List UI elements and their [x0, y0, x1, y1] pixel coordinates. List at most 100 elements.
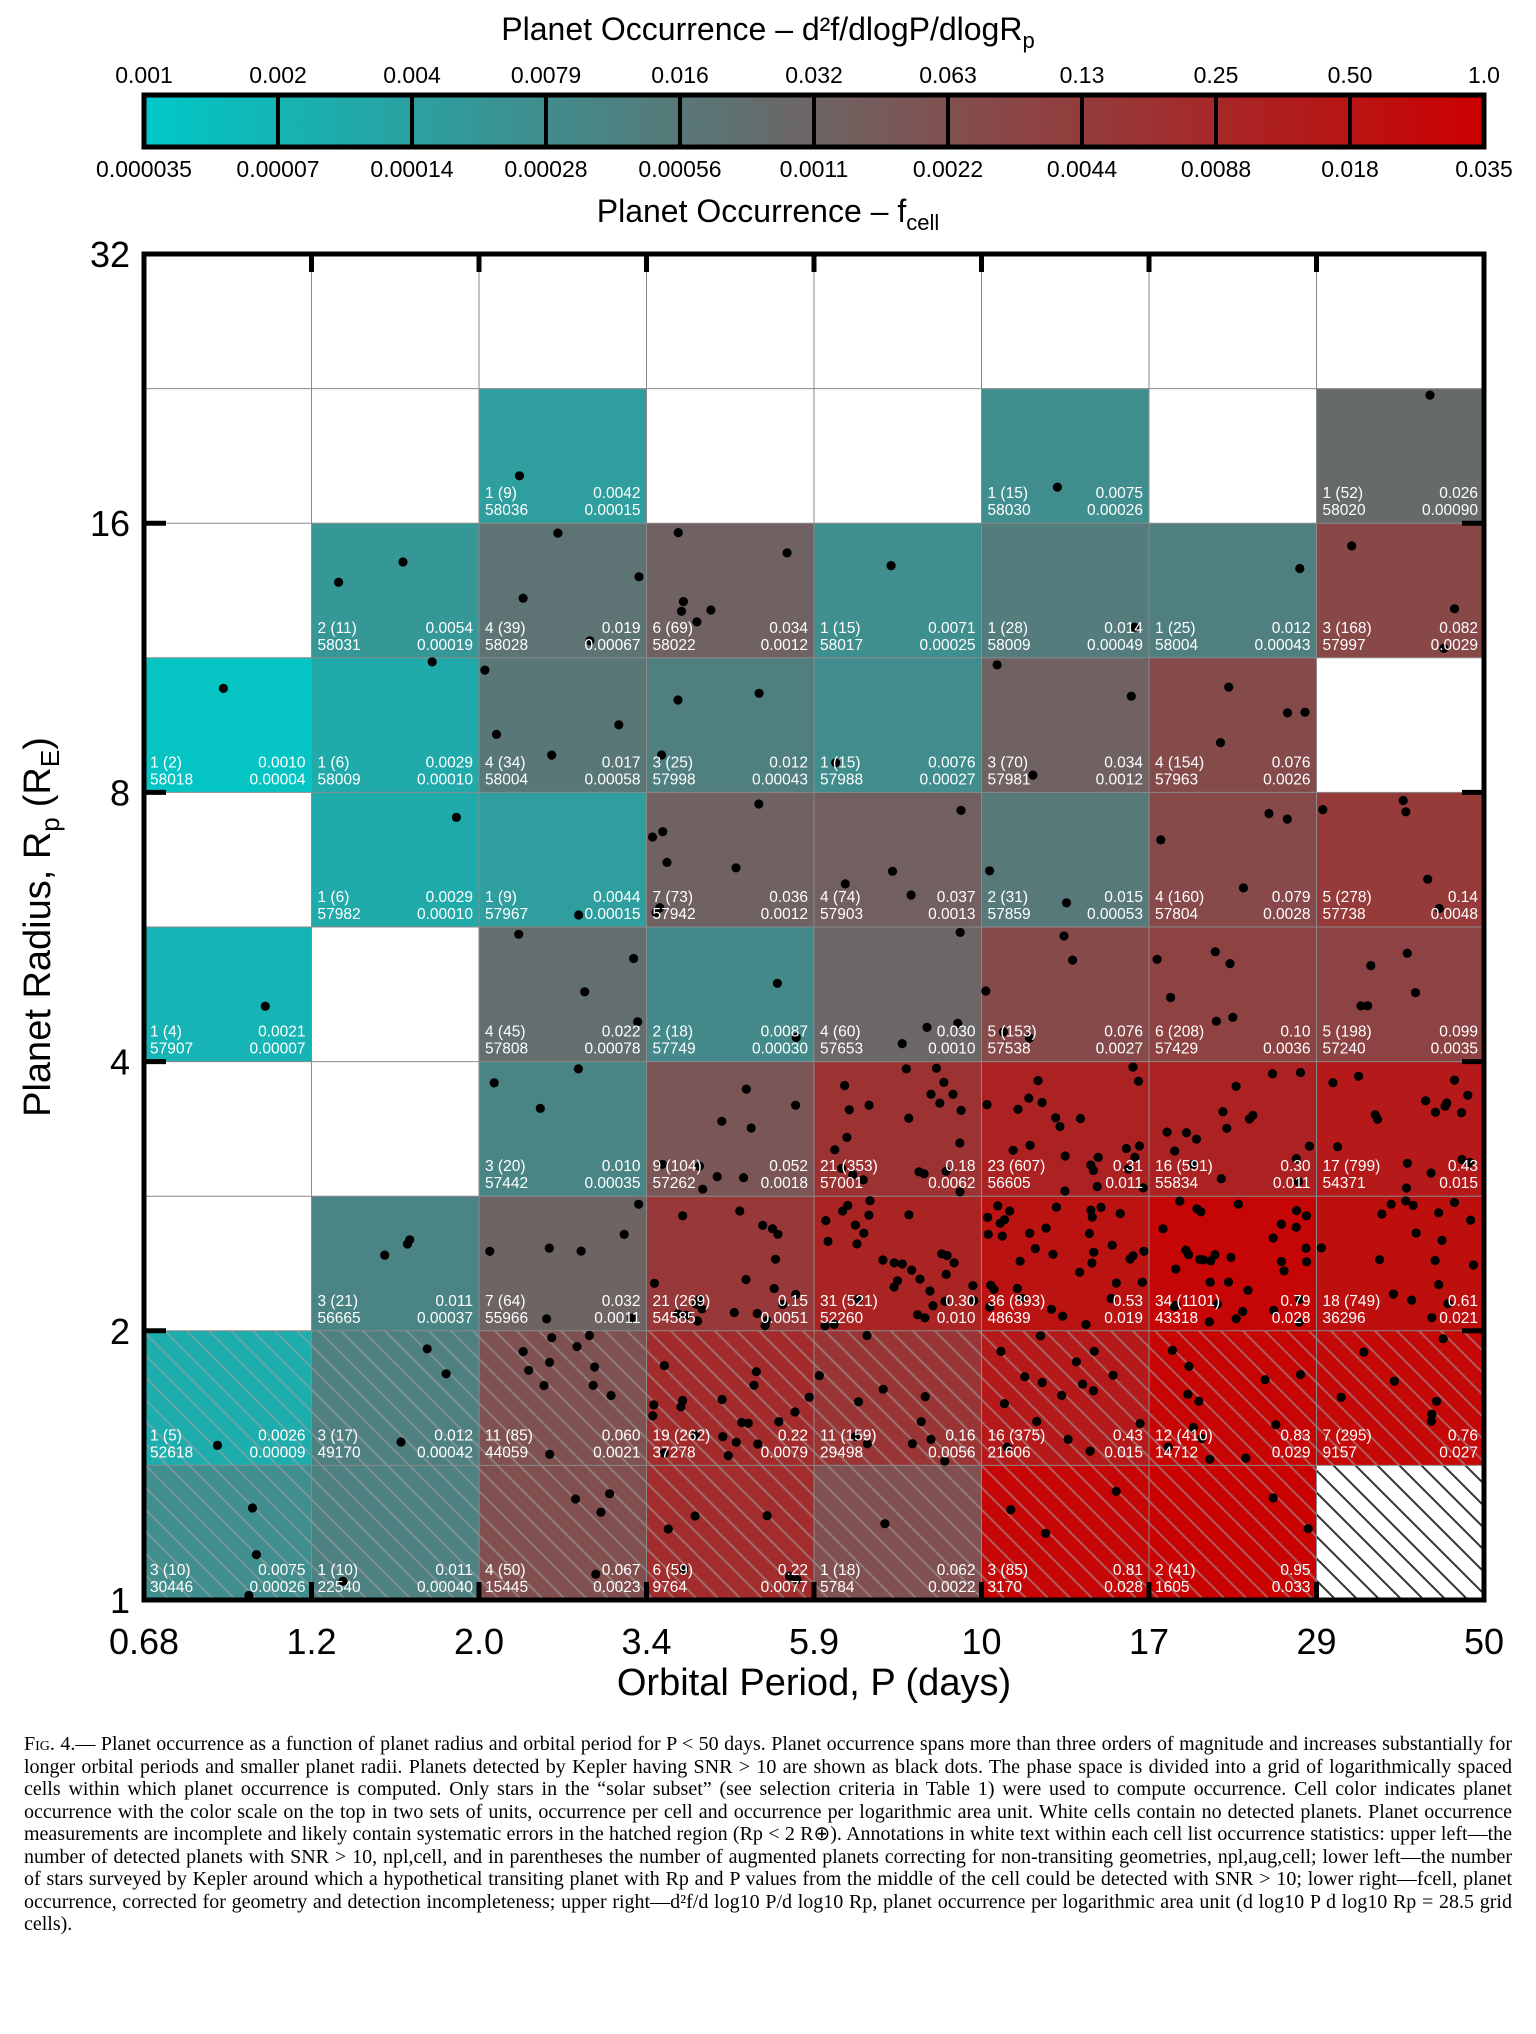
cell-star-count: 54585: [653, 1310, 696, 1327]
cell-occurrence-log: 0.082: [1439, 620, 1478, 637]
heatmap-cell: [1149, 523, 1317, 658]
planet-dot: [1085, 1446, 1095, 1456]
cell-occurrence-log: 0.076: [1272, 754, 1311, 771]
planet-dot: [1224, 682, 1234, 692]
planet-dot: [1359, 1347, 1369, 1357]
cell-fcell: 0.0048: [1431, 906, 1478, 923]
planet-dot: [1434, 1280, 1444, 1290]
cell-occurrence-log: 0.014: [1104, 620, 1143, 637]
planet-dot: [864, 1210, 874, 1220]
planet-dot: [1041, 1528, 1051, 1538]
planet-dot: [1171, 1300, 1181, 1310]
cell-occurrence-log: 0.15: [778, 1293, 808, 1310]
planet-dot: [647, 832, 658, 842]
cell-planet-count: 4 (74): [820, 889, 861, 906]
planet-dot: [1020, 1372, 1030, 1382]
planet-dot: [1052, 482, 1062, 492]
colorbar-top-tick-label: 1.0: [1468, 62, 1500, 88]
planet-dot: [547, 750, 557, 760]
planet-dot: [1108, 1370, 1118, 1380]
planet-dot: [1137, 1277, 1147, 1287]
planet-dot: [514, 471, 525, 481]
planet-dot: [1191, 1134, 1202, 1144]
planet-dot: [859, 1228, 869, 1238]
planet-dot: [1228, 1012, 1238, 1023]
planet-dot: [1078, 1379, 1088, 1389]
planet-dot: [985, 1302, 995, 1312]
planet-dot: [1210, 1250, 1220, 1260]
planet-dot: [1402, 1158, 1412, 1168]
planet-dot: [1059, 931, 1069, 941]
planet-dot: [1222, 1123, 1232, 1133]
planet-dot: [1048, 1249, 1058, 1259]
planet-dot: [427, 657, 437, 667]
figure-caption: Fig. 4.— Planet occurrence as a function…: [24, 1733, 1512, 1936]
planet-dot: [1233, 1199, 1243, 1209]
cell-occurrence-log: 0.015: [1104, 889, 1143, 906]
heatmap-cell: [479, 792, 647, 927]
cell-star-count: 22540: [318, 1579, 361, 1596]
planet-dot: [925, 1286, 935, 1296]
planet-dot: [1089, 1346, 1099, 1356]
planet-dot: [694, 1161, 705, 1171]
cell-occurrence-log: 0.14: [1448, 889, 1479, 906]
planet-dot: [1028, 770, 1038, 780]
planet-dot: [940, 1296, 950, 1306]
cell-occurrence-log: 0.012: [434, 1427, 473, 1444]
cell-planet-count: 5 (278): [1323, 889, 1372, 906]
cell-fcell: 0.0012: [1096, 771, 1143, 788]
cell-occurrence-log: 0.0076: [928, 754, 975, 771]
cell-occurrence-log: 0.0029: [426, 754, 473, 771]
planet-dot: [1123, 1164, 1133, 1174]
cell-occurrence-log: 0.0026: [258, 1427, 305, 1444]
hatch-overlay: [1149, 1330, 1317, 1466]
x-tick-label: 3.4: [621, 1621, 671, 1662]
cell-fcell: 0.0051: [761, 1310, 808, 1327]
planet-dot: [1087, 1258, 1097, 1268]
planet-dot: [1181, 1245, 1191, 1255]
planet-dot: [1402, 948, 1412, 958]
planet-dot: [889, 1282, 899, 1292]
planet-dot: [1084, 1228, 1094, 1239]
planet-dot: [754, 799, 764, 809]
planet-dot: [1181, 1128, 1192, 1138]
colorbar-bottom-tick-label: 0.00014: [370, 156, 453, 182]
colorbar-bottom-tick-label: 0.035: [1455, 156, 1513, 182]
cell-planet-count: 11 (159): [820, 1427, 877, 1444]
planet-dot: [791, 1100, 801, 1110]
planet-dot: [1156, 835, 1166, 845]
cell-planet-count: 4 (154): [1155, 754, 1204, 771]
cell-fcell: 0.00067: [584, 637, 640, 654]
cell-planet-count: 4 (34): [485, 754, 526, 771]
planet-dot: [1057, 1390, 1067, 1400]
cell-fcell: 0.00007: [249, 1041, 305, 1058]
planet-dot: [1194, 1396, 1204, 1406]
planet-dot: [518, 593, 528, 603]
colorbar-bottom-ticks: 0.000035 0.00007 0.00014 0.00028 0.00056 0.00…: [96, 156, 1513, 182]
cell-star-count: 57442: [485, 1175, 528, 1192]
planet-dot: [956, 805, 966, 816]
cell-occurrence-log: 0.18: [945, 1158, 975, 1175]
colorbar-bottom-tick-label: 0.00007: [236, 156, 319, 182]
cell-fcell: 0.021: [1439, 1310, 1478, 1327]
cell-star-count: 57907: [150, 1041, 193, 1058]
cell-star-count: 58009: [988, 637, 1031, 654]
planet-dot: [754, 688, 764, 698]
planet-dot: [1107, 1240, 1117, 1250]
cell-planet-count: 6 (208): [1155, 1024, 1204, 1041]
planet-dot: [1449, 604, 1460, 614]
cell-star-count: 49170: [318, 1444, 361, 1461]
planet-dot: [999, 1399, 1010, 1409]
cell-fcell: 0.00019: [417, 637, 473, 654]
planet-dot: [758, 1220, 768, 1230]
grid-lines: [144, 254, 1484, 1600]
hatch-overlay: [646, 1330, 814, 1466]
planet-dot: [940, 1456, 950, 1466]
heatmap-cell: [1149, 657, 1317, 793]
cell-planet-count: 19 (262): [653, 1427, 711, 1444]
cell-occurrence-log: 0.076: [1104, 1024, 1143, 1041]
cell-occurrence-log: 0.79: [1280, 1293, 1310, 1310]
heatmap-cell: [144, 657, 312, 793]
planet-dot: [247, 1503, 258, 1513]
cell-fcell: 0.033: [1272, 1579, 1311, 1596]
